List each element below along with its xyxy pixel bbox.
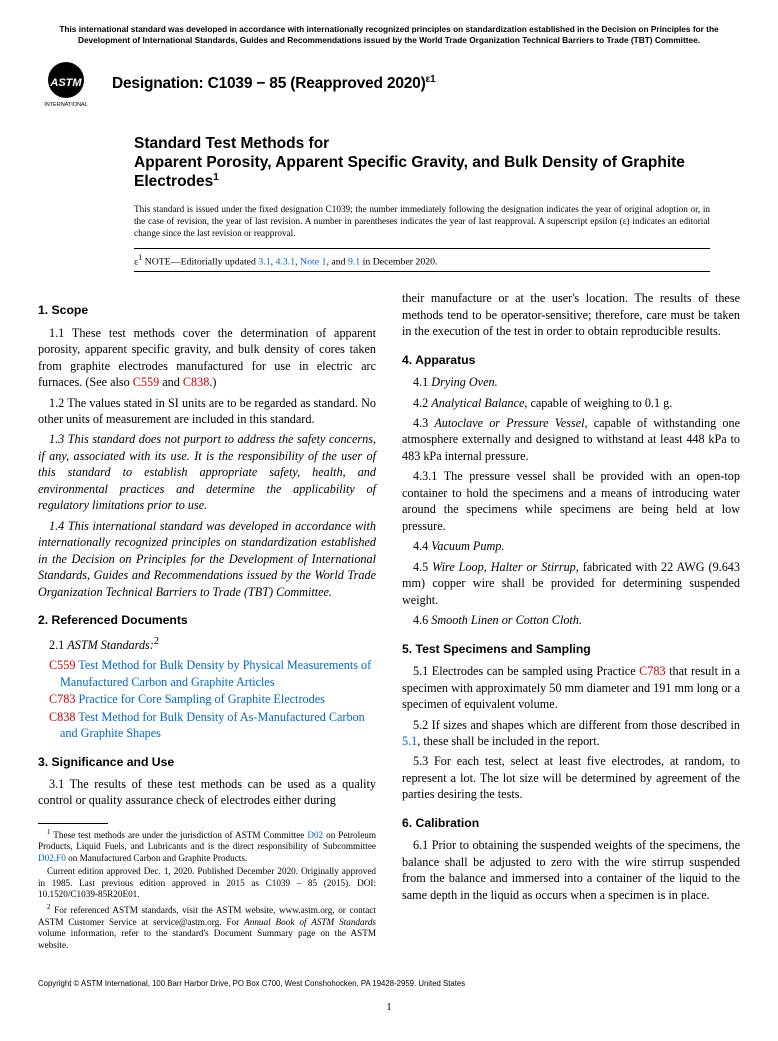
ref-item-c838: C838 Test Method for Bulk Density of As-… bbox=[49, 709, 376, 742]
left-column: 1. Scope 1.1 These test methods cover th… bbox=[38, 290, 376, 953]
page-number: 1 bbox=[38, 1000, 740, 1015]
ref-item-c559: C559 Test Method for Bulk Density by Phy… bbox=[49, 657, 376, 690]
para-4-1: 4.1 Drying Oven. bbox=[402, 374, 740, 390]
section-2-refs: 2. Referenced Documents bbox=[38, 612, 376, 628]
title-prefix: Standard Test Methods for bbox=[134, 134, 710, 153]
para-4-5: 4.5 Wire Loop, Halter or Stirrup, fabric… bbox=[402, 559, 740, 608]
astm-logo: ASTM INTERNATIONAL bbox=[38, 60, 100, 108]
section-6-calibration: 6. Calibration bbox=[402, 815, 740, 831]
para-2-1: 2.1 ASTM Standards:2 bbox=[38, 635, 376, 654]
footnote-rule bbox=[38, 823, 108, 824]
para-4-3: 4.3 Autoclave or Pressure Vessel, capabl… bbox=[402, 415, 740, 464]
designation-text: Designation: C1039 − 85 (Reapproved 2020… bbox=[112, 73, 435, 95]
section-4-apparatus: 4. Apparatus bbox=[402, 352, 740, 368]
ref-item-c783: C783 Practice for Core Sampling of Graph… bbox=[49, 691, 376, 707]
ref-code-c783[interactable]: C783 bbox=[49, 692, 75, 706]
para-5-1: 5.1 Electrodes can be sampled using Prac… bbox=[402, 663, 740, 712]
footnote-1: 1 These test methods are under the juris… bbox=[38, 828, 376, 865]
ref-title-c783[interactable]: Practice for Core Sampling of Graphite E… bbox=[75, 692, 324, 706]
para-1-4: 1.4 This international standard was deve… bbox=[38, 518, 376, 600]
link-3-1[interactable]: 3.1 bbox=[258, 256, 270, 267]
issuance-note: This standard is issued under the fixed … bbox=[134, 204, 710, 240]
para-6-1: 6.1 Prior to obtaining the suspended wei… bbox=[402, 837, 740, 903]
right-column: their manufacture or at the user's locat… bbox=[402, 290, 740, 953]
section-1-scope: 1. Scope bbox=[38, 302, 376, 318]
section-5-specimens: 5. Test Specimens and Sampling bbox=[402, 641, 740, 657]
link-4-3-1[interactable]: 4.3.1 bbox=[276, 256, 296, 267]
link-note-1[interactable]: Note 1 bbox=[300, 256, 326, 267]
header-disclaimer: This international standard was develope… bbox=[38, 24, 740, 46]
para-5-2: 5.2 If sizes and shapes which are differ… bbox=[402, 717, 740, 750]
link-d02[interactable]: D02 bbox=[307, 830, 323, 840]
ref-code-c838[interactable]: C838 bbox=[49, 710, 75, 724]
designation-row: ASTM INTERNATIONAL Designation: C1039 − … bbox=[38, 60, 740, 108]
ref-c838[interactable]: C838 bbox=[183, 375, 209, 389]
epsilon-note: ε1 NOTE—Editorially updated 3.1, 4.3.1, … bbox=[134, 248, 710, 272]
section-3-significance: 3. Significance and Use bbox=[38, 754, 376, 770]
ref-c783-inline[interactable]: C783 bbox=[639, 664, 665, 678]
para-1-2: 1.2 The values stated in SI units are to… bbox=[38, 395, 376, 428]
para-4-2: 4.2 Analytical Balance, capable of weigh… bbox=[402, 395, 740, 411]
body-columns: 1. Scope 1.1 These test methods cover th… bbox=[38, 290, 740, 953]
svg-text:ASTM: ASTM bbox=[49, 77, 82, 89]
para-4-4: 4.4 Vacuum Pump. bbox=[402, 538, 740, 554]
footnote-1b: Current edition approved Dec. 1, 2020. P… bbox=[38, 866, 376, 901]
title-main: Apparent Porosity, Apparent Specific Gra… bbox=[134, 153, 710, 192]
ref-title-c838[interactable]: Test Method for Bulk Density of As-Manuf… bbox=[60, 710, 365, 740]
para-4-3-1: 4.3.1 The pressure vessel shall be provi… bbox=[402, 468, 740, 534]
footnote-2: 2 For referenced ASTM standards, visit t… bbox=[38, 903, 376, 951]
para-3-1: 3.1 The results of these test methods ca… bbox=[38, 776, 376, 809]
ref-title-c559[interactable]: Test Method for Bulk Density by Physical… bbox=[60, 658, 371, 688]
title-block: Standard Test Methods for Apparent Poros… bbox=[134, 134, 710, 192]
para-3-1-cont: their manufacture or at the user's locat… bbox=[402, 290, 740, 339]
para-1-3: 1.3 This standard does not purport to ad… bbox=[38, 431, 376, 513]
ref-code-c559[interactable]: C559 bbox=[49, 658, 75, 672]
svg-text:INTERNATIONAL: INTERNATIONAL bbox=[44, 102, 88, 108]
copyright: Copyright © ASTM International, 100 Barr… bbox=[38, 979, 740, 990]
link-9-1[interactable]: 9.1 bbox=[348, 256, 360, 267]
para-1-1: 1.1 These test methods cover the determi… bbox=[38, 325, 376, 391]
link-d02f0[interactable]: D02.F0 bbox=[38, 853, 66, 863]
para-5-3: 5.3 For each test, select at least five … bbox=[402, 753, 740, 802]
link-5-1[interactable]: 5.1 bbox=[402, 734, 417, 748]
para-4-6: 4.6 Smooth Linen or Cotton Cloth. bbox=[402, 612, 740, 628]
ref-c559[interactable]: C559 bbox=[133, 375, 159, 389]
